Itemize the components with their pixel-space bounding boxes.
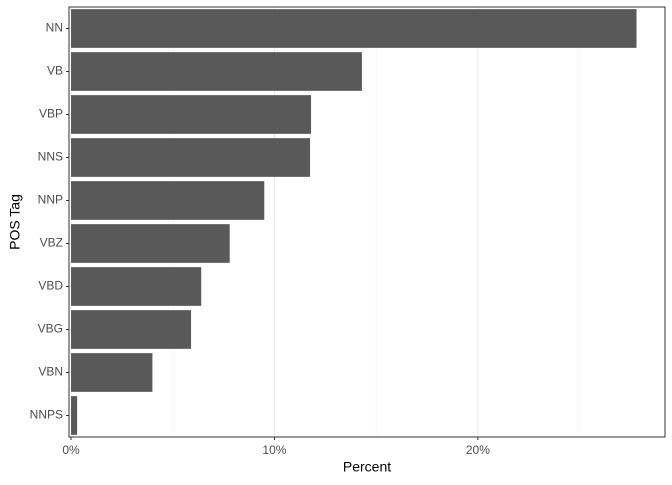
bar [71,52,362,91]
bar [71,138,311,177]
bar [71,224,230,263]
bar [71,353,153,392]
y-axis-title: POS Tag [7,194,23,250]
panel-border [68,6,666,438]
x-tick-label: 0% [62,443,80,457]
y-tick-label: NNP [38,193,63,207]
x-tick-label: 20% [466,443,490,457]
y-tick-label: VBN [38,365,63,379]
bar [71,95,312,134]
x-tick-label: 10% [262,443,286,457]
y-tick-label: NNPS [30,408,63,422]
y-tick-label: VB [47,64,63,78]
bar [71,9,637,48]
bar [71,396,78,435]
y-tick-label: NNS [38,150,63,164]
bar [71,181,265,220]
y-tick-label: VBD [38,279,63,293]
y-tick-label: VBZ [40,236,63,250]
bar [71,267,202,306]
y-tick-label: VBP [39,107,63,121]
y-tick-label: VBG [38,322,63,336]
x-axis-title: Percent [343,459,391,475]
y-tick-label: NN [46,21,63,35]
bar [71,310,192,349]
